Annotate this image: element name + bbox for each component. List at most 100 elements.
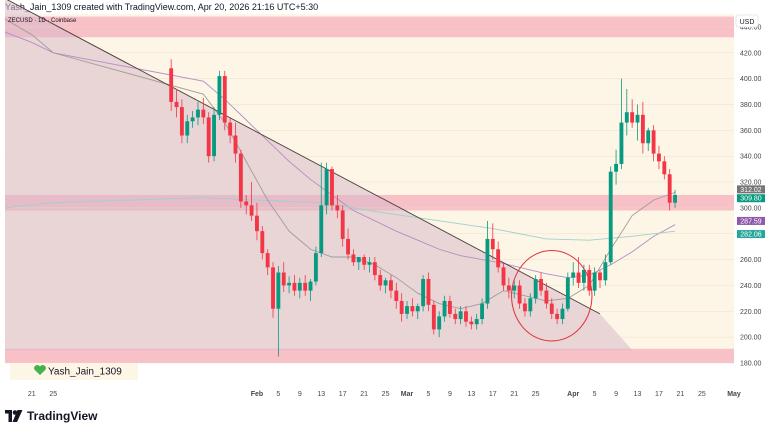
candle-body (415, 306, 420, 312)
candle-body (217, 76, 222, 115)
breakout-circle[interactable] (511, 250, 593, 342)
time-tick-label: 5 (593, 391, 597, 398)
candle-body (351, 254, 356, 263)
candle (356, 257, 361, 270)
price-tag-label: 312.02 (740, 187, 762, 194)
candle-body (228, 122, 233, 136)
price-tag: 309.80 (737, 194, 765, 203)
candle-body (196, 109, 200, 118)
tradingview-logo[interactable]: TradingView (5, 409, 97, 423)
breakout-circle-shape[interactable] (511, 250, 593, 342)
currency-badge[interactable]: USD (735, 14, 759, 28)
candle-body (389, 280, 393, 291)
triangle-area (5, 0, 633, 351)
candle-body (523, 303, 527, 312)
candle (565, 272, 570, 312)
time-tick-label: 21 (676, 391, 684, 398)
candle (603, 254, 608, 286)
candle (169, 59, 174, 111)
candle-body (453, 313, 458, 320)
candle (276, 266, 281, 357)
candle (201, 98, 206, 124)
candle (281, 262, 286, 292)
candle-body (576, 272, 581, 283)
candle (297, 277, 302, 299)
candle (464, 306, 468, 327)
candle-body (490, 238, 495, 250)
candle-body (447, 300, 452, 314)
candle (319, 162, 324, 258)
candle (523, 298, 527, 317)
candle-body (324, 169, 329, 206)
candle-body (662, 161, 667, 175)
candle (571, 262, 576, 286)
candle (244, 194, 249, 215)
candle (512, 280, 517, 299)
candle (528, 293, 533, 317)
candle (303, 275, 308, 296)
time-tick-label: 21 (510, 391, 518, 398)
time-tick-label: 5 (276, 391, 280, 398)
candle-body (506, 285, 511, 291)
candle (539, 272, 543, 296)
time-tick-label: Feb (251, 391, 263, 398)
candle (324, 162, 329, 215)
trendline[interactable] (5, 0, 601, 315)
candle (501, 262, 506, 291)
candle (555, 308, 560, 325)
candle (549, 298, 554, 320)
candle-body (378, 275, 383, 286)
candle-body (555, 313, 560, 320)
candle-body (614, 163, 619, 172)
candle-body (383, 280, 388, 286)
candle (260, 225, 265, 260)
price-tag: 282.06 (737, 230, 765, 239)
price-tick-label: 180.00 (740, 361, 762, 368)
candle (619, 78, 624, 170)
candle-body (673, 194, 677, 203)
candle-body (608, 171, 613, 263)
time-tick-label: 9 (448, 391, 452, 398)
candle-body (367, 262, 372, 265)
candle (480, 298, 484, 325)
candle-body (394, 290, 399, 301)
price-tick-label: 300.00 (740, 205, 762, 212)
candle (179, 99, 184, 144)
candle-body (630, 112, 635, 123)
candle-body (549, 303, 554, 314)
candle (415, 303, 420, 320)
candle (292, 275, 297, 296)
candle-body (356, 257, 361, 263)
candle-body (474, 319, 479, 325)
candle-body (667, 174, 672, 203)
candle (362, 254, 367, 270)
candle-body (533, 278, 538, 299)
time-axis[interactable]: 21 25 Feb 5 9 13 17 21 25 Mar 5 9 13 17 21 25 Apr 5 9 13 17 2… (28, 391, 741, 398)
candle (657, 145, 661, 170)
candle-body (185, 121, 190, 136)
watermark-user: Yash_Jain_1309 (48, 367, 122, 378)
price-zone (5, 348, 734, 363)
candle-body (335, 205, 340, 211)
candle-body (271, 267, 275, 309)
time-tick-label: 9 (298, 391, 302, 398)
candle-body (362, 257, 367, 265)
candle-body (539, 278, 543, 291)
candle (458, 306, 463, 325)
candle (673, 189, 677, 208)
candle-body (437, 316, 442, 330)
tradingview-brand: TradingView (27, 409, 98, 423)
candle (367, 257, 372, 273)
candle-body (238, 153, 243, 202)
candle-body (222, 76, 227, 123)
candle-body (330, 169, 334, 206)
candle-body (281, 272, 286, 286)
candle-body (528, 298, 533, 312)
candle-body (308, 281, 313, 291)
descending-trendline[interactable] (5, 0, 601, 315)
price-tick-label: 360.00 (740, 128, 762, 135)
price-tick-label: 200.00 (740, 335, 762, 342)
candle-body (233, 135, 238, 154)
candle (372, 257, 377, 281)
